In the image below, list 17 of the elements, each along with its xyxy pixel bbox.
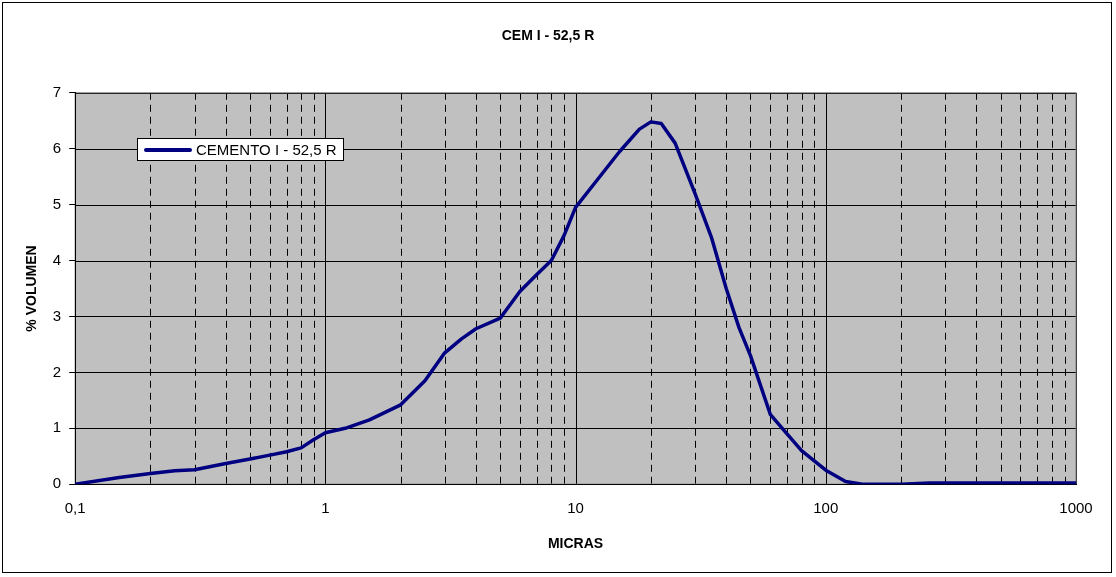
y-tick-label: 0 (52, 474, 62, 492)
x-tick-label: 1000 (1059, 499, 1093, 517)
y-axis-title: % VOLUMEN (23, 245, 40, 332)
y-tick-label: 5 (52, 194, 62, 212)
x-tick-label: 0,1 (64, 499, 86, 517)
x-tick-label: 1 (321, 499, 330, 517)
x-tick-label: 100 (813, 499, 839, 517)
chart-title: CEM I - 52,5 R (501, 27, 595, 44)
y-tick-label: 3 (52, 306, 62, 324)
x-axis-title: MICRAS (547, 535, 604, 552)
y-tick-label: 1 (52, 418, 62, 436)
legend-label: CEMENTO I - 52,5 R (196, 141, 337, 158)
y-tick-label: 2 (52, 362, 62, 380)
y-tick-label: 6 (52, 138, 62, 156)
y-tick-label: 7 (52, 82, 62, 100)
x-tick-label: 10 (567, 499, 584, 517)
y-tick-label: 4 (52, 250, 62, 268)
